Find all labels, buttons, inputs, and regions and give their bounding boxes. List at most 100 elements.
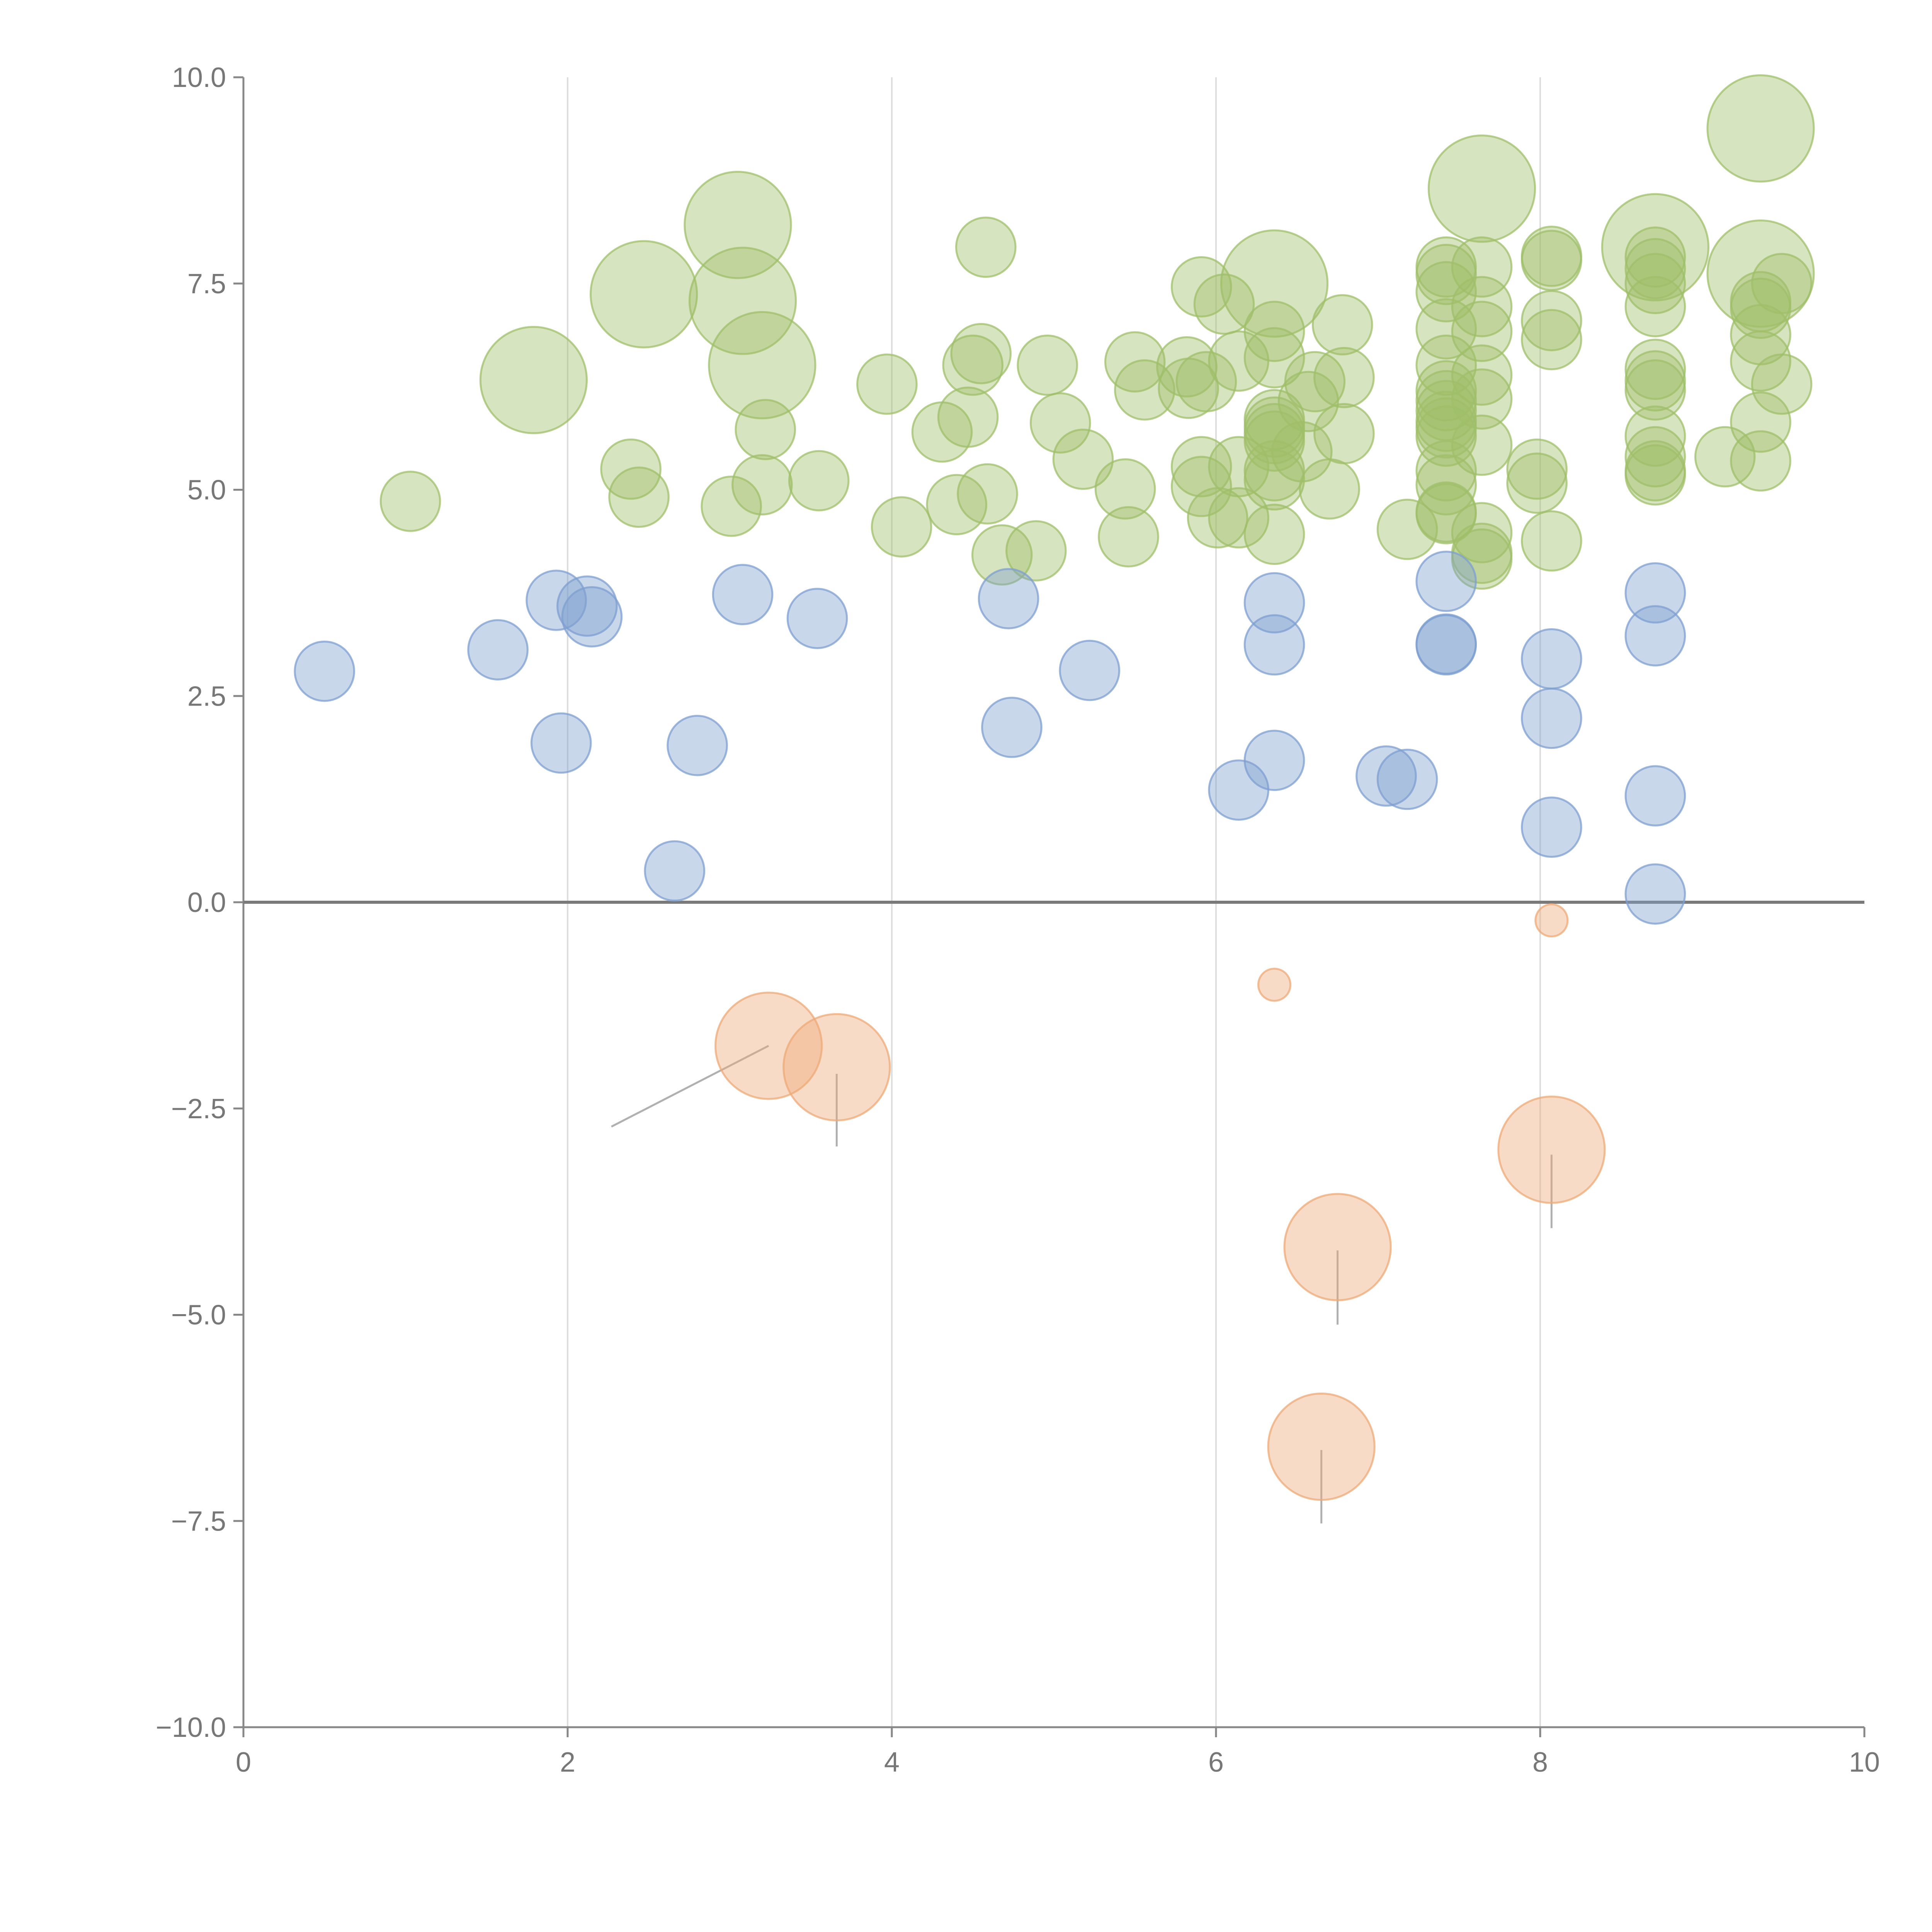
- green-bubble: [1415, 298, 1477, 360]
- green-bubble: [1427, 134, 1536, 243]
- green-bubble: [1094, 458, 1156, 520]
- green-bubble: [1376, 498, 1438, 560]
- blue-bubble: [1521, 687, 1582, 749]
- blue-bubble: [1624, 605, 1686, 667]
- green-bubble: [1451, 368, 1513, 430]
- green-bubble: [788, 450, 850, 512]
- green-bubble: [1521, 290, 1582, 352]
- leader-line: [1444, 175, 1482, 190]
- blue-bubble: [1415, 614, 1477, 676]
- blue-bubble: [526, 570, 587, 631]
- green-bubble: [1624, 426, 1686, 488]
- series-blue: [294, 551, 1686, 925]
- green-bubble: [731, 454, 793, 515]
- blue-bubble: [1243, 614, 1305, 676]
- blue-bubble: [467, 619, 529, 680]
- green-bubble: [1706, 74, 1815, 183]
- green-bubble: [1624, 238, 1686, 299]
- green-bubble: [1506, 452, 1568, 514]
- green-bubble: [871, 496, 932, 558]
- blue-bubble: [1376, 748, 1438, 810]
- blue-bubble: [1059, 639, 1121, 701]
- green-bubble: [1170, 256, 1232, 318]
- green-bubble: [1243, 327, 1305, 389]
- green-bubble: [1299, 458, 1360, 520]
- leader-line: [742, 300, 766, 322]
- y-tick-label: 2.5: [187, 681, 226, 712]
- green-bubble: [1170, 456, 1232, 517]
- green-bubble: [1313, 347, 1375, 408]
- green-bubble: [1624, 253, 1686, 315]
- blue-bubble: [530, 712, 592, 774]
- green-bubble: [1243, 449, 1305, 511]
- y-tick-label: −7.5: [171, 1506, 226, 1537]
- x-tick-label: 10: [1849, 1747, 1880, 1778]
- green-bubble: [1624, 444, 1686, 506]
- green-bubble: [1208, 436, 1270, 498]
- orange-bubble: [714, 992, 823, 1100]
- green-bubble: [1624, 359, 1686, 421]
- green-bubble: [1624, 276, 1686, 337]
- green-bubble: [1170, 436, 1232, 498]
- green-bubble: [1017, 334, 1078, 396]
- green-bubble: [1730, 330, 1791, 392]
- green-bubble: [856, 353, 918, 415]
- green-bubble: [957, 463, 1018, 525]
- green-bubble: [1451, 502, 1513, 563]
- y-tick-label: 7.5: [187, 269, 226, 299]
- orange-bubble: [1283, 1193, 1392, 1301]
- leader-line: [1655, 246, 1706, 256]
- y-tick-label: 0.0: [187, 887, 226, 918]
- green-bubble: [1415, 261, 1477, 323]
- blue-bubble: [981, 697, 1043, 758]
- green-bubble: [1098, 506, 1159, 568]
- blue-bubble: [1521, 796, 1582, 858]
- x-tick-label: 4: [884, 1747, 900, 1778]
- x-tick-label: 0: [236, 1747, 251, 1778]
- green-bubble: [937, 386, 999, 448]
- green-bubble: [1751, 253, 1813, 315]
- leader-line: [737, 208, 758, 227]
- orange-bubble: [1497, 1095, 1606, 1204]
- green-bubble: [1624, 405, 1686, 467]
- green-bubble: [1601, 193, 1709, 301]
- green-bubble: [1052, 429, 1114, 490]
- blue-bubble: [712, 564, 774, 625]
- leader-line: [507, 383, 534, 402]
- green-bubble: [688, 247, 797, 355]
- blue-bubble: [1521, 628, 1582, 690]
- x-tick-label: 6: [1208, 1747, 1224, 1778]
- axes: [233, 76, 1866, 1737]
- green-bubble: [1730, 391, 1791, 453]
- green-bubble: [1730, 277, 1791, 339]
- leader-lines: [507, 126, 1762, 1524]
- green-bubble: [1220, 229, 1329, 338]
- green-bubble: [1415, 483, 1477, 544]
- series-orange: [714, 903, 1606, 1501]
- blue-bubble: [294, 640, 355, 702]
- green-bubble: [1521, 309, 1582, 371]
- green-bubble: [1175, 351, 1237, 413]
- x-tick-label: 2: [560, 1747, 575, 1778]
- green-bubble: [1005, 520, 1067, 582]
- blue-bubble: [1243, 572, 1305, 634]
- blue-bubble: [1415, 551, 1477, 612]
- y-tick-label: −2.5: [171, 1094, 226, 1124]
- green-bubble: [1451, 414, 1513, 476]
- green-bubble: [1313, 403, 1375, 464]
- green-bubble: [1243, 503, 1305, 565]
- orange-bubble: [782, 1013, 891, 1122]
- green-bubble: [708, 311, 816, 420]
- green-bubble: [479, 326, 588, 434]
- green-bubble: [1624, 350, 1686, 412]
- blue-bubble: [978, 568, 1039, 629]
- green-bubble: [942, 334, 1004, 396]
- blue-bubble: [786, 588, 848, 649]
- green-bubble: [1730, 430, 1791, 492]
- blue-bubble: [561, 586, 623, 648]
- blue-bubble: [644, 840, 706, 902]
- green-bubble: [590, 240, 698, 349]
- y-tick-label: 5.0: [187, 475, 226, 506]
